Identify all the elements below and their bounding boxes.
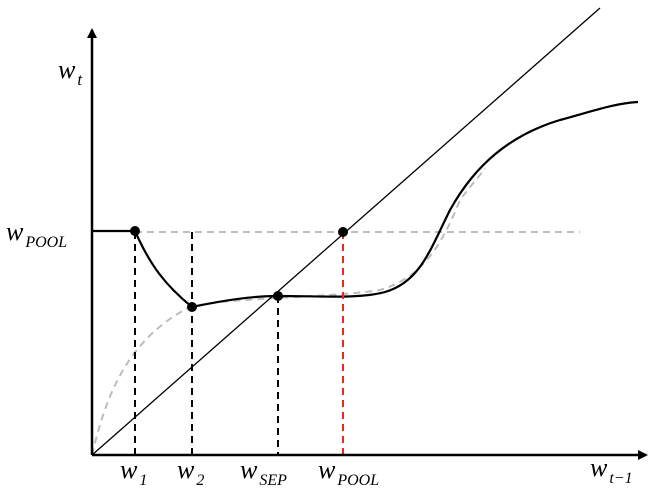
separating-curve-dashed [91, 167, 486, 456]
x-axis-label: w t−1 [590, 453, 633, 487]
x-tick-label-wpool: w POOL [318, 455, 379, 489]
point-w1 [130, 226, 140, 236]
point-w2 [187, 302, 197, 312]
y-label-w-pool: w POOL [6, 217, 67, 251]
point-wsep [273, 291, 283, 301]
main-curve [92, 100, 639, 309]
x-tick-label-wsep: w SEP [240, 455, 287, 489]
point-wpool [338, 227, 348, 237]
